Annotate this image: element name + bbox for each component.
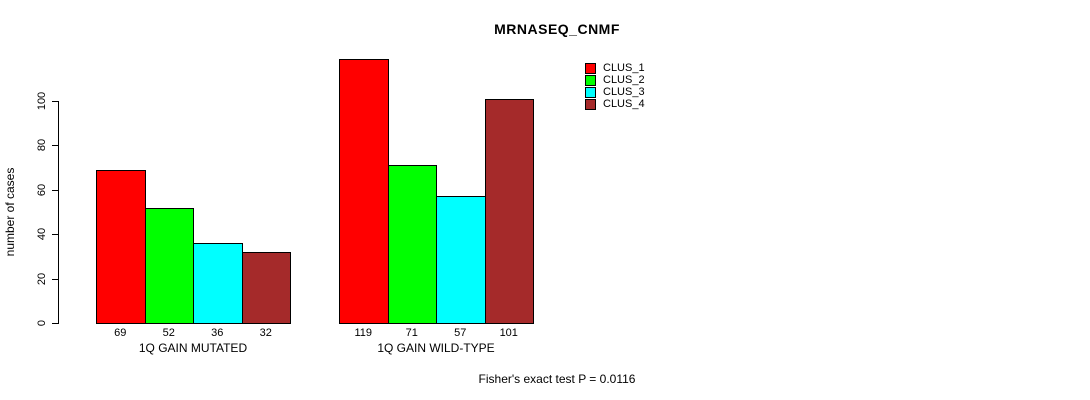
y-tick-label: 60 <box>36 183 48 196</box>
legend-item: CLUS_4 <box>585 98 645 110</box>
y-tick-mark <box>52 234 58 236</box>
bar-value-label: 52 <box>162 327 175 339</box>
y-tick-mark <box>52 145 58 147</box>
y-tick-mark <box>52 101 58 102</box>
legend-swatch <box>585 62 596 74</box>
bar-clus_2 <box>387 165 437 324</box>
legend-swatch <box>585 86 596 98</box>
legend-swatch <box>585 98 596 110</box>
bar-clus_1 <box>339 58 389 324</box>
legend-item: CLUS_3 <box>585 86 645 98</box>
chart-title: MRNASEQ_CNMF <box>494 21 620 37</box>
y-tick-mark <box>52 323 58 324</box>
y-axis-line <box>58 101 59 324</box>
x-group-label: 1Q GAIN MUTATED <box>138 341 248 355</box>
x-group-label: 1Q GAIN WILD-TYPE <box>377 341 495 355</box>
bar-clus_3 <box>436 196 486 324</box>
y-tick-label: 20 <box>36 272 48 285</box>
y-tick-label: 80 <box>36 139 48 152</box>
bar-value-label: 71 <box>405 327 418 339</box>
bar-clus_1 <box>96 169 146 324</box>
annotation-text: Fisher's exact test P = 0.0116 <box>478 372 636 386</box>
bar-value-label: 101 <box>499 327 518 339</box>
bar-value-label: 119 <box>354 327 373 339</box>
bar-clus_4 <box>484 98 534 324</box>
bar-value-label: 36 <box>211 327 224 339</box>
legend: CLUS_1 CLUS_2 CLUS_3 CLUS_4 <box>585 62 645 110</box>
y-tick-label: 0 <box>36 319 48 327</box>
bar-value-label: 57 <box>454 327 467 339</box>
y-tick-label: 100 <box>36 91 48 111</box>
bar-clus_3 <box>193 243 243 324</box>
legend-item: CLUS_2 <box>585 74 645 86</box>
bar-clus_2 <box>144 207 194 324</box>
y-tick-label: 40 <box>36 228 48 241</box>
legend-item: CLUS_1 <box>585 62 645 74</box>
bar-clus_4 <box>241 251 291 324</box>
bar-value-label: 32 <box>259 327 272 339</box>
y-tick-mark <box>52 278 58 280</box>
legend-label: CLUS_2 <box>603 74 645 86</box>
y-tick-mark <box>52 189 58 191</box>
legend-label: CLUS_3 <box>603 86 645 98</box>
legend-label: CLUS_4 <box>603 98 645 110</box>
legend-swatch <box>585 74 596 86</box>
bar-value-label: 69 <box>114 327 127 339</box>
y-axis-label: number of cases <box>3 167 17 257</box>
legend-label: CLUS_1 <box>603 62 645 74</box>
